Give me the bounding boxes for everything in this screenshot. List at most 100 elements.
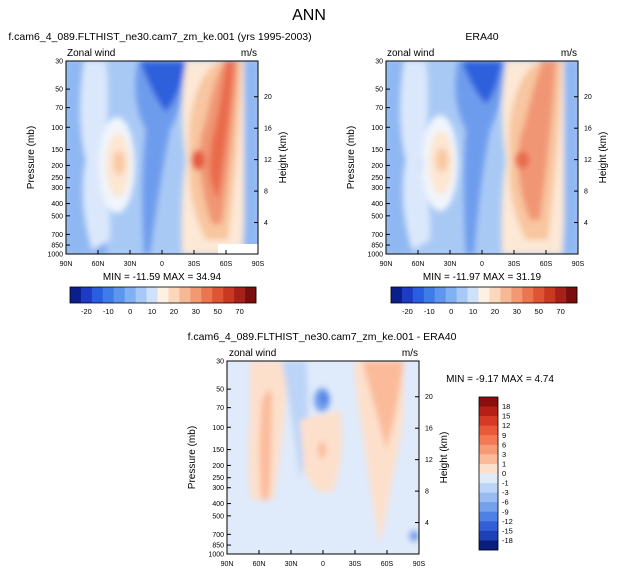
field-westerly-nh xyxy=(80,61,111,250)
colorbar-label: -3 xyxy=(502,488,509,497)
colorbar-swatch xyxy=(544,287,556,303)
colorbar-swatch xyxy=(533,287,545,303)
field-westerly-nh xyxy=(400,61,431,250)
height-tick-label: 16 xyxy=(425,426,433,433)
panel-model-field xyxy=(66,61,258,254)
colorbar-swatch xyxy=(478,287,490,303)
colorbar-label: -20 xyxy=(81,307,92,316)
height-tick-label: 16 xyxy=(584,126,592,133)
pressure-tick-label: 500 xyxy=(51,213,63,220)
colorbar-swatch xyxy=(412,287,425,303)
colorbar-swatch xyxy=(434,287,447,303)
colorbar-label: -18 xyxy=(502,536,513,545)
pressure-tick-label: 200 xyxy=(212,463,224,470)
colorbar-swatch xyxy=(479,397,498,407)
pressure-axis-title: Pressure (mb) xyxy=(26,126,37,189)
pressure-axis-title: Pressure (mb) xyxy=(346,126,357,189)
colorbar-label: -1 xyxy=(502,479,509,488)
height-tick-label: 8 xyxy=(425,489,429,496)
colorbar-swatch xyxy=(423,287,436,303)
pressure-tick-label: 150 xyxy=(212,447,224,454)
pressure-tick-label: 300 xyxy=(371,185,383,192)
latitude-tick-label: 60N xyxy=(412,261,425,268)
pressure-tick-label: 50 xyxy=(375,87,383,94)
colorbar-label: 30 xyxy=(192,307,200,316)
pressure-tick-label: 100 xyxy=(371,125,383,132)
pressure-tick-label: 250 xyxy=(371,175,383,182)
pressure-tick-label: 50 xyxy=(55,87,63,94)
field-easterly-strat xyxy=(462,61,502,104)
panel-obs-right-label: m/s xyxy=(561,48,577,59)
height-tick-label: 4 xyxy=(264,220,268,227)
colorbar-swatch xyxy=(157,287,169,303)
latitude-tick-label: 60S xyxy=(540,261,553,268)
colorbar-label: -9 xyxy=(502,507,509,516)
panel-diff-left-label: zonal wind xyxy=(229,348,276,359)
latitude-tick-label: 30S xyxy=(508,261,521,268)
colorbar-label: 18 xyxy=(502,402,510,411)
pressure-tick-label: 700 xyxy=(212,532,224,539)
colorbar-swatch xyxy=(91,287,104,303)
colorbar-swatch xyxy=(234,287,246,303)
panel-model-colorbar: -20 -10 0 10 20 30 50 70 xyxy=(69,286,257,316)
height-tick-label: 20 xyxy=(584,94,592,101)
colorbar-label: 12 xyxy=(502,421,510,430)
pressure-tick-label: 400 xyxy=(212,501,224,508)
field-jet-nh-max xyxy=(113,151,125,175)
pressure-tick-label: 250 xyxy=(51,175,63,182)
diff-neg-surface-sh xyxy=(409,530,419,542)
panel-model-right-label: m/s xyxy=(241,48,257,59)
panel-diff-stats: MIN = -9.17 MAX = 4.74 xyxy=(446,374,554,385)
page-title: ANN xyxy=(292,7,326,24)
field-jet-sh-core xyxy=(209,61,234,200)
pressure-tick-label: 150 xyxy=(51,147,63,154)
colorbar-swatch xyxy=(245,287,257,303)
colorbar-swatch xyxy=(467,287,479,303)
panel-obs-colorbar: -20 -10 0 10 20 30 50 70 xyxy=(390,286,578,316)
latitude-tick-label: 0 xyxy=(321,561,325,568)
colorbar-swatch xyxy=(500,287,512,303)
colorbar-swatch xyxy=(124,287,136,303)
colorbar-label: 70 xyxy=(235,307,243,316)
height-tick-label: 12 xyxy=(264,157,272,164)
pressure-tick-label: 70 xyxy=(55,105,63,112)
colorbar-swatch xyxy=(391,287,403,303)
pressure-tick-label: 30 xyxy=(375,59,383,66)
colorbar-frame xyxy=(478,396,499,551)
panel-diff: f.cam6_4_089.FLTHIST_ne30.cam7_zm_ke.001… xyxy=(187,331,554,568)
colorbar-label: 0 xyxy=(128,307,132,316)
colorbar-label: -15 xyxy=(502,526,513,535)
diff-neg-strat-eq-core xyxy=(320,392,328,404)
colorbar-swatch xyxy=(479,511,498,522)
latitude-tick-label: 30S xyxy=(349,561,362,568)
height-tick-label: 8 xyxy=(264,189,268,196)
height-tick-label: 20 xyxy=(264,94,272,101)
panel-obs-axes: 30 50 70 100 150 200 250 300 400 500 700 850 1000 20 1… xyxy=(346,59,609,269)
latitude-tick-label: 90N xyxy=(380,261,393,268)
colorbar-swatch xyxy=(70,287,82,303)
diff-neg-band-30n xyxy=(282,361,308,480)
latitude-tick-label: 60N xyxy=(253,561,266,568)
colorbar-swatch xyxy=(479,444,498,455)
panel-obs-field xyxy=(386,61,578,254)
height-tick-label: 4 xyxy=(425,520,429,527)
pressure-tick-label: 500 xyxy=(212,513,224,520)
colorbar-swatch xyxy=(479,416,498,426)
panel-diff-title: f.cam6_4_089.FLTHIST_ne30.cam7_zm_ke.001… xyxy=(188,331,457,343)
colorbar-label: 3 xyxy=(502,450,506,459)
pressure-tick-label: 500 xyxy=(371,213,383,220)
colorbar-swatch xyxy=(479,521,498,532)
panel-obs: ERA40 zonal wind m/s 3050701001502002503… xyxy=(346,31,609,316)
colorbar-swatch xyxy=(223,287,235,303)
height-tick-label: 16 xyxy=(264,126,272,133)
panel-model: f.cam6_4_089.FLTHIST_ne30.cam7_zm_ke.001… xyxy=(8,31,311,316)
colorbar-label: 30 xyxy=(513,307,521,316)
field-missing-region xyxy=(218,244,258,254)
panel-model-title: f.cam6_4_089.FLTHIST_ne30.cam7_zm_ke.001… xyxy=(8,31,311,43)
colorbar-label: 10 xyxy=(148,307,156,316)
panel-obs-left-label: zonal wind xyxy=(387,48,434,59)
colorbar-label: 0 xyxy=(449,307,453,316)
colorbar-label: 50 xyxy=(535,307,543,316)
panel-model-axes: 30 50 70 100 150 200 250 300 400 500 700 850 1000 20 1… xyxy=(26,59,289,269)
colorbar-label: -12 xyxy=(502,517,513,526)
